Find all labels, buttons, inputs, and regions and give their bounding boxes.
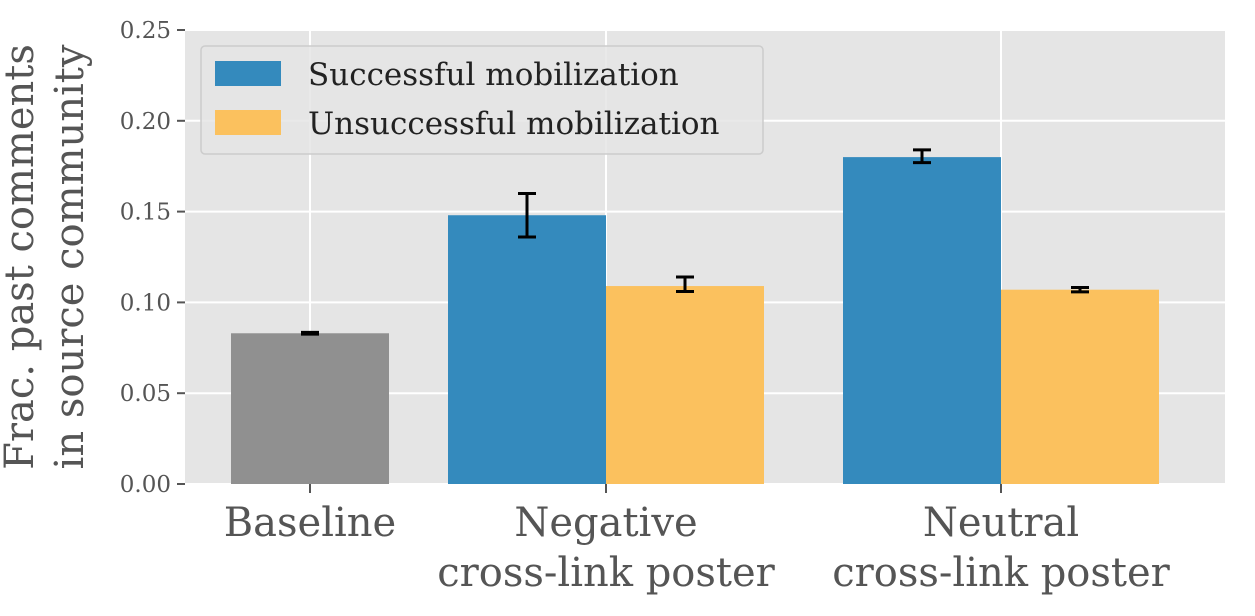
legend-box	[200, 45, 764, 155]
y-tick-label: 0.05	[120, 381, 171, 407]
y-tick-label: 0.20	[120, 109, 171, 135]
y-tick-label: 0.10	[120, 290, 171, 316]
y-tick-label: 0.00	[120, 472, 171, 498]
bar-successful	[843, 157, 1001, 484]
y-axis-title-line-1: Frac. past comments	[0, 44, 43, 470]
x-category-label: Baseline	[224, 500, 396, 546]
bar-unsuccessful	[606, 286, 764, 484]
y-axis-title: Frac. past comments in source community	[0, 44, 93, 470]
y-axis-title-line-2: in source community	[47, 44, 93, 469]
legend-swatch-successful	[215, 61, 281, 86]
y-tick-label: 0.15	[120, 200, 171, 226]
bar-successful	[448, 215, 606, 484]
legend: Successful mobilization Unsuccessful mobi…	[200, 45, 764, 155]
x-category-label: cross-link poster	[832, 550, 1170, 596]
x-category-label: Negative	[514, 500, 697, 546]
error-bars	[301, 148, 1089, 336]
legend-label-successful: Successful mobilization	[308, 57, 679, 93]
x-category-label: cross-link poster	[437, 550, 775, 596]
bars	[231, 157, 1159, 484]
y-axis: 0.00 0.05 0.10 0.15 0.20 0.25	[120, 18, 185, 498]
x-category-label: Neutral	[923, 500, 1079, 546]
y-tick-label: 0.25	[120, 18, 171, 44]
legend-swatch-unsuccessful	[215, 110, 281, 135]
bar-unsuccessful	[1001, 289, 1159, 484]
legend-label-unsuccessful: Unsuccessful mobilization	[308, 106, 720, 142]
bar-baseline	[231, 333, 389, 484]
